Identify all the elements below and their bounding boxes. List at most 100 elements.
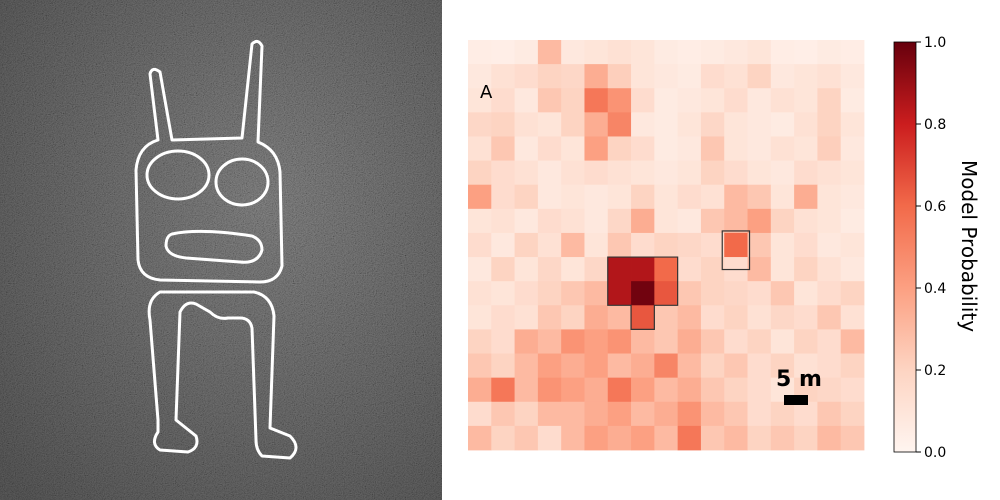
heatmap-cell bbox=[654, 425, 679, 451]
heatmap-cell bbox=[514, 112, 539, 137]
heatmap-cell bbox=[468, 353, 492, 379]
heatmap-cell bbox=[840, 425, 865, 451]
heatmap-cell bbox=[584, 329, 609, 354]
heatmap-cell bbox=[654, 232, 679, 258]
heatmap-cell bbox=[770, 112, 795, 137]
heatmap-cell bbox=[631, 401, 655, 427]
heatmap-cell bbox=[584, 136, 609, 161]
heatmap-cell bbox=[700, 136, 725, 161]
heatmap-cell bbox=[468, 305, 492, 330]
heatmap-cell bbox=[584, 64, 609, 89]
heatmap-cell bbox=[584, 88, 609, 113]
heatmap-cell bbox=[631, 208, 655, 234]
heatmap-cell bbox=[770, 329, 795, 354]
heatmap-cell bbox=[794, 329, 818, 354]
heatmap-cell bbox=[514, 208, 539, 234]
colorbar-tick-label: 0.4 bbox=[924, 281, 946, 297]
heatmap-cell bbox=[677, 377, 702, 403]
heatmap-cell bbox=[491, 425, 515, 451]
heatmap-cell bbox=[724, 329, 748, 354]
heatmap-cell bbox=[561, 40, 585, 65]
heatmap-cell bbox=[561, 184, 585, 210]
heatmap-cell bbox=[724, 425, 748, 451]
heatmap-cell bbox=[561, 425, 585, 451]
heatmap-cell bbox=[491, 208, 515, 234]
heatmap-cell bbox=[677, 184, 702, 210]
heatmap-cell bbox=[794, 160, 818, 186]
heatmap-cell bbox=[561, 257, 585, 282]
heatmap-cell bbox=[770, 160, 795, 186]
heatmap-cell bbox=[607, 329, 632, 354]
heatmap-cell bbox=[537, 64, 562, 89]
heatmap-cell bbox=[491, 329, 515, 354]
heatmap-cell bbox=[561, 64, 585, 89]
heatmap-cell bbox=[654, 184, 679, 210]
heatmap-cell bbox=[817, 160, 842, 186]
heatmap-cell bbox=[817, 401, 842, 427]
heatmap-cell bbox=[491, 377, 515, 403]
heatmap-cell bbox=[584, 232, 609, 258]
heatmap-cell bbox=[607, 232, 632, 258]
heatmap-cell bbox=[561, 353, 585, 379]
heatmap-cell bbox=[514, 88, 539, 113]
heatmap-cell bbox=[491, 257, 515, 282]
heatmap-cell bbox=[514, 305, 539, 330]
heatmap-cell bbox=[607, 257, 632, 282]
heatmap-cell bbox=[770, 184, 795, 210]
heatmap-cell bbox=[840, 401, 865, 427]
heatmap-cell bbox=[561, 401, 585, 427]
heatmap-cell bbox=[747, 40, 772, 65]
scale-bar bbox=[784, 395, 808, 405]
detection-boxes bbox=[607, 230, 751, 331]
heatmap-cell bbox=[724, 112, 748, 137]
heatmap-cell bbox=[654, 353, 679, 379]
heatmap-cell bbox=[724, 40, 748, 65]
heatmap-cell bbox=[794, 281, 818, 306]
heatmap-cell bbox=[700, 64, 725, 89]
heatmap-cell bbox=[794, 232, 818, 258]
heatmap-cell bbox=[817, 425, 842, 451]
heatmap-cell bbox=[584, 377, 609, 403]
heatmap-cell bbox=[840, 377, 865, 403]
heatmap-cell bbox=[607, 425, 632, 451]
heatmap-cell bbox=[817, 257, 842, 282]
heatmap-cell bbox=[770, 40, 795, 65]
heatmap-cell bbox=[747, 401, 772, 427]
heatmap-cell bbox=[770, 232, 795, 258]
heatmap-cell bbox=[770, 88, 795, 113]
heatmap-cell bbox=[770, 257, 795, 282]
heatmap-cell bbox=[747, 160, 772, 186]
heatmap-cell bbox=[537, 232, 562, 258]
heatmap-cell bbox=[468, 425, 492, 451]
heatmap-cell bbox=[840, 40, 865, 65]
heatmap-cell bbox=[561, 232, 585, 258]
colorbar-tick-label: 1.0 bbox=[924, 35, 946, 51]
heatmap-cell bbox=[561, 281, 585, 306]
colorbar-tick-label: 0.6 bbox=[924, 199, 946, 215]
heatmap-cell bbox=[654, 305, 679, 330]
rocky-ground bbox=[0, 0, 442, 500]
heatmap-cell bbox=[631, 136, 655, 161]
heatmap-cell bbox=[631, 353, 655, 379]
heatmap-cell bbox=[770, 401, 795, 427]
heatmap-cell bbox=[514, 401, 539, 427]
heatmap-cell bbox=[794, 305, 818, 330]
scale-bar-label: 5 m bbox=[776, 367, 822, 392]
heatmap-cell bbox=[561, 377, 585, 403]
heatmap-cell bbox=[491, 353, 515, 379]
heatmap-cell bbox=[747, 112, 772, 137]
heatmap-cell bbox=[514, 425, 539, 451]
heatmap-cell bbox=[700, 425, 725, 451]
heatmap-cell bbox=[654, 377, 679, 403]
heatmap-cell bbox=[514, 281, 539, 306]
probability-heatmap-panel: A 5 m 0.0 0.2 0.4 0.6 0.8 1.0 Model Probabili… bbox=[442, 0, 1000, 500]
heatmap-cell bbox=[537, 112, 562, 137]
geoglyph-left-eye bbox=[145, 149, 211, 201]
heatmap-cell bbox=[514, 160, 539, 186]
heatmap-cell bbox=[537, 40, 562, 65]
heatmap-cell bbox=[770, 353, 795, 379]
heatmap-cell bbox=[747, 232, 772, 258]
heatmap-cell bbox=[700, 160, 725, 186]
heatmap-cell bbox=[607, 112, 632, 137]
heatmap-cell bbox=[747, 329, 772, 354]
